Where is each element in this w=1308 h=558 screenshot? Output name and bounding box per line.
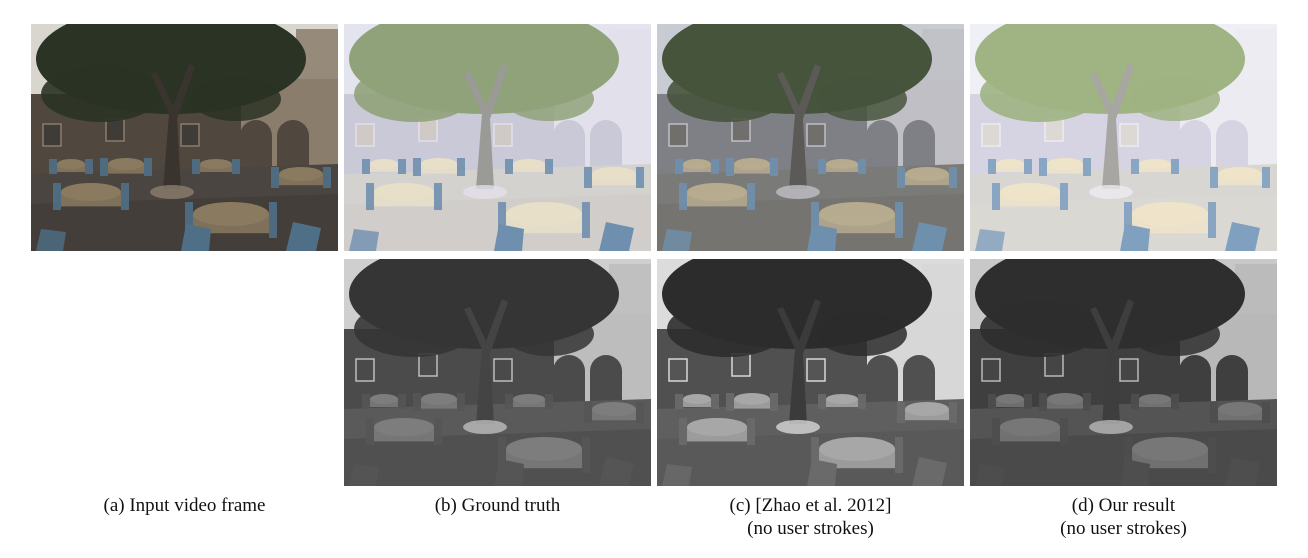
caption-a-line-1: (a) Input video frame	[103, 495, 266, 516]
caption-c-line-2: (no user strokes)	[747, 518, 874, 539]
courtyard-scene-image	[344, 259, 651, 486]
courtyard-scene-image	[657, 24, 964, 251]
caption-c: (c) [Zhao et al. 2012] (no user strokes)	[657, 494, 964, 540]
courtyard-scene-image	[344, 24, 651, 251]
courtyard-scene-image	[31, 24, 338, 251]
panel-our-shading	[970, 259, 1277, 486]
courtyard-scene-image	[970, 24, 1277, 251]
caption-d-line-1: (d) Our result	[1071, 495, 1176, 516]
panel-ground-truth-reflectance	[344, 24, 651, 251]
caption-d: (d) Our result (no user strokes)	[970, 494, 1277, 540]
panel-input-video-frame	[31, 24, 338, 251]
courtyard-scene-image	[657, 259, 964, 486]
caption-a: (a) Input video frame	[31, 494, 338, 517]
panel-zhao-shading	[657, 259, 964, 486]
panel-zhao-reflectance	[657, 24, 964, 251]
caption-d-line-2: (no user strokes)	[1060, 518, 1187, 539]
caption-c-line-1: (c) [Zhao et al. 2012]	[729, 495, 892, 516]
caption-b: (b) Ground truth	[344, 494, 651, 517]
courtyard-scene-image	[970, 259, 1277, 486]
caption-b-line-1: (b) Ground truth	[434, 495, 561, 516]
panel-ground-truth-shading	[344, 259, 651, 486]
panel-our-reflectance	[970, 24, 1277, 251]
